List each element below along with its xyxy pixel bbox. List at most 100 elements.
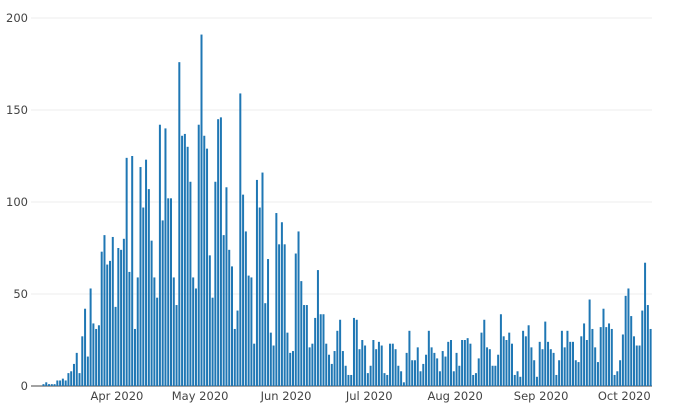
bar[interactable] [538, 341, 541, 386]
bar[interactable] [394, 349, 397, 386]
bar[interactable] [236, 310, 239, 386]
bar[interactable] [278, 244, 281, 386]
bar[interactable] [231, 266, 233, 386]
bar[interactable] [330, 363, 333, 386]
bar[interactable] [289, 352, 292, 386]
bar[interactable] [192, 277, 195, 386]
bar[interactable] [621, 334, 624, 386]
bar[interactable] [225, 187, 228, 386]
bar[interactable] [458, 365, 461, 386]
bar[interactable] [75, 352, 78, 386]
bar[interactable] [355, 319, 358, 386]
bar[interactable] [425, 354, 428, 386]
bar[interactable] [280, 222, 283, 386]
bar[interactable] [386, 374, 389, 386]
bar[interactable] [120, 249, 123, 386]
bar[interactable] [405, 352, 408, 386]
bar[interactable] [524, 336, 527, 386]
bar[interactable] [350, 374, 353, 386]
bar[interactable] [244, 231, 247, 386]
bar[interactable] [344, 365, 347, 386]
bar[interactable] [89, 288, 92, 386]
bar[interactable] [413, 360, 416, 386]
bar[interactable] [508, 332, 511, 386]
bar[interactable] [208, 255, 211, 386]
bar[interactable] [585, 340, 588, 386]
bar[interactable] [452, 371, 455, 386]
bar[interactable] [541, 349, 544, 386]
bar[interactable] [336, 330, 339, 386]
bar[interactable] [183, 133, 186, 386]
bar[interactable] [95, 328, 98, 386]
bar[interactable] [580, 336, 583, 386]
bar[interactable] [325, 343, 328, 386]
bar[interactable] [497, 354, 500, 386]
bar[interactable] [533, 360, 536, 386]
bar[interactable] [608, 323, 611, 386]
bar[interactable] [372, 340, 375, 386]
bar[interactable] [466, 338, 469, 386]
bar[interactable] [519, 376, 522, 386]
bar[interactable] [605, 327, 608, 386]
bar[interactable] [125, 157, 128, 386]
bar[interactable] [627, 288, 630, 386]
bar[interactable] [106, 264, 109, 386]
bar[interactable] [422, 363, 425, 386]
bar[interactable] [211, 297, 214, 386]
bar[interactable] [78, 373, 81, 386]
bar[interactable] [269, 332, 272, 386]
bar[interactable] [308, 347, 311, 386]
bar[interactable] [233, 328, 236, 386]
bar[interactable] [189, 181, 192, 386]
bar[interactable] [42, 384, 45, 386]
bar[interactable] [624, 295, 627, 386]
bar[interactable] [194, 288, 197, 386]
bar[interactable] [571, 341, 574, 386]
bar[interactable] [632, 336, 635, 386]
bar[interactable] [59, 380, 62, 386]
bar[interactable] [250, 277, 253, 386]
bar[interactable] [286, 332, 289, 386]
bar[interactable] [142, 207, 145, 386]
bar[interactable] [447, 341, 450, 386]
bar[interactable] [186, 146, 189, 386]
bar[interactable] [347, 374, 350, 386]
bar[interactable] [200, 34, 203, 387]
bar[interactable] [566, 330, 569, 386]
bar[interactable] [67, 373, 70, 386]
bar[interactable] [139, 167, 142, 386]
bar[interactable] [555, 374, 558, 386]
bar[interactable] [128, 271, 131, 386]
bar[interactable] [122, 238, 125, 386]
bar[interactable] [427, 330, 430, 386]
bar[interactable] [522, 330, 525, 386]
bar[interactable] [333, 351, 336, 386]
bar[interactable] [97, 325, 100, 386]
bar[interactable] [494, 365, 497, 386]
bar[interactable] [613, 374, 616, 386]
bar[interactable] [463, 340, 466, 386]
bar[interactable] [444, 356, 447, 386]
bar[interactable] [64, 380, 67, 386]
bar[interactable] [291, 351, 294, 386]
bar[interactable] [297, 231, 300, 386]
bar[interactable] [416, 347, 419, 386]
bar[interactable] [264, 303, 267, 386]
bar[interactable] [117, 248, 120, 386]
bar[interactable] [111, 236, 114, 386]
bar[interactable] [544, 321, 547, 386]
bar[interactable] [511, 343, 513, 386]
bar[interactable] [436, 358, 439, 386]
bar[interactable] [222, 235, 225, 386]
bar[interactable] [341, 351, 344, 386]
bar[interactable] [164, 128, 167, 386]
bar[interactable] [646, 305, 649, 386]
bar[interactable] [153, 277, 156, 386]
bar[interactable] [242, 194, 245, 386]
bar[interactable] [167, 198, 170, 386]
bar[interactable] [516, 371, 519, 386]
bar[interactable] [45, 382, 48, 386]
bar[interactable] [303, 305, 306, 386]
bar[interactable] [366, 373, 369, 386]
bar[interactable] [411, 360, 414, 386]
